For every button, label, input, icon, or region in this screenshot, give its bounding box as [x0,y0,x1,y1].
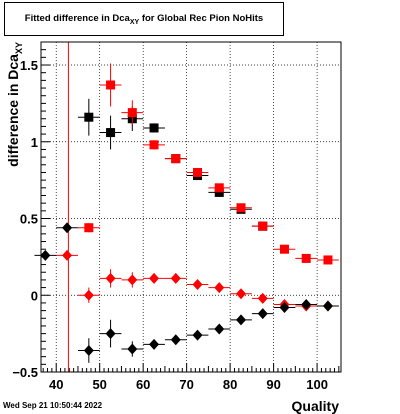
data-point-square [106,80,116,90]
data-point-diamond [279,302,290,314]
chart-title-main: Fitted difference in Dca [24,13,130,24]
data-point-diamond [257,292,268,304]
data-point-square [193,167,203,177]
data-point-square [279,244,289,254]
y-axis-label-main: difference in Dca [5,54,21,167]
data-point-square [236,203,246,213]
data-point-square [301,253,311,263]
data-point-diamond [257,308,268,320]
data-point-diamond [83,345,94,357]
data-point-diamond [214,282,225,294]
data-point-diamond [62,249,73,261]
data-point-square [258,221,268,231]
data-point-square [106,128,116,138]
chart-title-box: Fitted difference in DcaXY for Global Re… [4,2,284,36]
data-point-diamond [149,338,160,350]
x-tick-label: 70 [179,377,193,392]
y-tick-label: 0 [31,288,38,303]
data-point-square [84,112,94,122]
plot-area [41,42,341,372]
data-point-diamond [62,222,73,234]
data-point-diamond [127,274,138,286]
data-point-diamond [83,289,94,301]
data-point-diamond [322,300,333,312]
data-point-diamond [105,272,116,284]
y-tick-label: 0.5 [20,212,38,227]
data-point-square [84,223,94,233]
data-point-square [171,154,181,164]
x-tick-label: 40 [49,377,63,392]
x-tick-label: 90 [266,377,280,392]
data-point-diamond [40,249,51,261]
data-point-diamond [236,314,246,326]
data-point-diamond [170,272,181,284]
series-3 [34,222,339,363]
data-point-diamond [170,334,181,346]
y-axis-label: difference in DcaXY [5,42,24,167]
data-point-diamond [214,323,225,335]
data-point-diamond [149,272,160,284]
plot-frame [40,41,342,373]
data-point-diamond [192,329,203,341]
data-point-square [323,255,333,265]
timestamp: Wed Sep 21 10:50:44 2022 [3,401,103,410]
data-point-diamond [236,288,246,300]
chart-title-subscript: XY [129,18,140,26]
data-point-square [149,140,159,150]
x-tick-label: 80 [223,377,237,392]
data-point-square [127,108,137,118]
series-1 [77,63,339,265]
data-point-square [214,187,224,197]
data-point-square [214,183,224,193]
y-tick-label: 1.5 [20,58,38,73]
data-point-diamond [301,298,312,310]
y-tick-label: −0.5 [12,365,38,380]
data-point-diamond [105,328,116,340]
x-tick-label: 100 [306,377,328,392]
x-tick-label: 50 [92,377,106,392]
y-axis-label-subscript: XY [14,42,24,54]
data-point-square [149,123,159,133]
x-axis-label: Quality [292,398,340,414]
data-point-diamond [192,279,203,291]
x-tick-label: 60 [136,377,150,392]
data-point-diamond [127,343,138,355]
chart-title: Fitted difference in DcaXY for Global Re… [5,13,283,26]
chart-title-tail: for Global Rec Pion NoHits [141,13,264,24]
y-tick-label: 1 [31,135,38,150]
